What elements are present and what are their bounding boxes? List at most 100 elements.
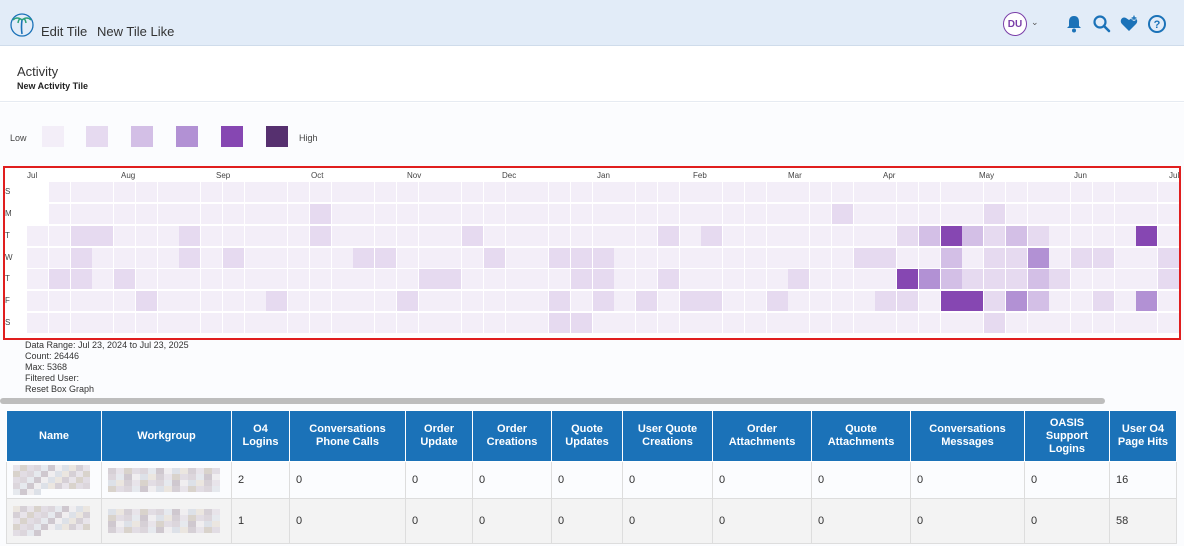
heatmap-cell[interactable] [962,247,984,268]
heatmap-cell[interactable] [396,225,418,246]
heatmap-cell[interactable] [679,182,701,202]
heatmap-cell[interactable] [331,203,353,224]
heatmap-cell[interactable] [810,182,831,202]
heatmap-cell[interactable] [92,182,114,202]
heatmap-cell[interactable] [135,225,157,246]
heatmap-cell[interactable] [788,203,810,224]
heatmap-cell[interactable] [657,247,679,268]
heatmap-cell[interactable] [744,291,766,312]
heatmap-cell[interactable] [27,291,48,312]
heatmap-cell[interactable] [918,269,940,290]
heatmap-cell[interactable] [897,225,918,246]
heatmap-cell[interactable] [222,269,244,290]
heatmap-cell[interactable] [766,203,788,224]
heatmap-cell[interactable] [570,182,592,202]
heatmap-cell[interactable] [592,269,614,290]
heatmap-cell[interactable] [1071,225,1092,246]
heatmap-cell[interactable] [1027,247,1049,268]
heatmap-cell[interactable] [462,225,483,246]
heatmap-cell[interactable] [135,203,157,224]
heatmap-cell[interactable] [353,313,375,334]
heatmap-cell[interactable] [135,291,157,312]
heatmap-cell[interactable] [396,247,418,268]
heatmap-cell[interactable] [962,182,984,202]
heatmap-cell[interactable] [592,291,614,312]
heatmap-cell[interactable] [701,203,723,224]
heatmap-cell[interactable] [1136,203,1158,224]
heatmap-cell[interactable] [266,225,288,246]
palm-logo-icon[interactable] [10,12,34,38]
heatmap-cell[interactable] [527,182,549,202]
heatmap-cell[interactable] [505,313,527,334]
heatmap-cell[interactable] [353,247,375,268]
heatmap-cell[interactable] [483,225,505,246]
heatmap-cell[interactable] [723,182,744,202]
heatmap-cell[interactable] [1005,225,1027,246]
heatmap-cell[interactable] [766,291,788,312]
heatmap-cell[interactable] [723,313,744,334]
heatmap-cell[interactable] [331,247,353,268]
column-header[interactable]: User Quote Creations [622,410,713,462]
heatmap-cell[interactable] [353,182,375,202]
heatmap-cell[interactable] [157,291,179,312]
heatmap-cell[interactable] [114,269,135,290]
heatmap-cell[interactable] [1027,313,1049,334]
heatmap-cell[interactable] [1049,225,1071,246]
heatmap-cell[interactable] [505,203,527,224]
column-header[interactable]: Order Update [405,410,473,462]
heatmap-cell[interactable] [1049,291,1071,312]
heatmap-cell[interactable] [657,291,679,312]
heatmap-cell[interactable] [70,313,92,334]
heatmap-cell[interactable] [853,313,875,334]
heatmap-cell[interactable] [527,269,549,290]
heatmap-cell[interactable] [288,182,309,202]
heatmap-cell[interactable] [114,291,135,312]
heatmap-cell[interactable] [1092,313,1114,334]
heatmap-cell[interactable] [1049,182,1071,202]
heatmap-cell[interactable] [592,203,614,224]
heatmap-cell[interactable] [788,291,810,312]
heatmap-cell[interactable] [396,203,418,224]
heatmap-cell[interactable] [636,182,657,202]
heatmap-cell[interactable] [962,203,984,224]
heatmap-cell[interactable] [744,182,766,202]
heatmap-cell[interactable] [1092,291,1114,312]
heatmap-cell[interactable] [440,225,462,246]
heatmap-cell[interactable] [570,269,592,290]
heatmap-cell[interactable] [244,269,266,290]
heatmap-cell[interactable] [918,313,940,334]
chevron-down-icon[interactable]: ⌄ [1031,17,1039,27]
heatmap-cell[interactable] [1071,269,1092,290]
user-avatar[interactable]: DU [1003,12,1027,36]
heatmap-cell[interactable] [657,269,679,290]
heatmap-cell[interactable] [331,313,353,334]
heatmap-cell[interactable] [679,225,701,246]
heatmap-cell[interactable] [266,247,288,268]
heatmap-cell[interactable] [135,182,157,202]
heatmap-cell[interactable] [1136,291,1158,312]
heatmap-cell[interactable] [179,291,201,312]
heatmap-cell[interactable] [157,182,179,202]
heatmap-cell[interactable] [679,269,701,290]
heatmap-cell[interactable] [1092,225,1114,246]
heatmap-cell[interactable] [527,225,549,246]
heatmap-cell[interactable] [875,313,897,334]
heatmap-cell[interactable] [636,203,657,224]
breadcrumb-edit-tile[interactable]: Edit Tile [41,24,88,39]
heatmap-cell[interactable] [222,313,244,334]
heatmap-cell[interactable] [940,247,962,268]
heatmap-cell[interactable] [418,313,440,334]
heatmap-cell[interactable] [505,269,527,290]
heatmap-cell[interactable] [897,247,918,268]
heatmap-cell[interactable] [331,269,353,290]
column-header[interactable]: User O4 Page Hits [1109,410,1177,462]
heatmap-cell[interactable] [1049,313,1071,334]
heatmap-cell[interactable] [1071,247,1092,268]
heatmap-cell[interactable] [70,182,92,202]
heatmap-cell[interactable] [853,269,875,290]
heart-plus-icon[interactable] [1119,14,1139,34]
heatmap-cell[interactable] [744,247,766,268]
heatmap-cell[interactable] [701,225,723,246]
breadcrumb-new-tile-like[interactable]: New Tile Like [97,24,175,39]
heatmap-cell[interactable] [1136,313,1158,334]
